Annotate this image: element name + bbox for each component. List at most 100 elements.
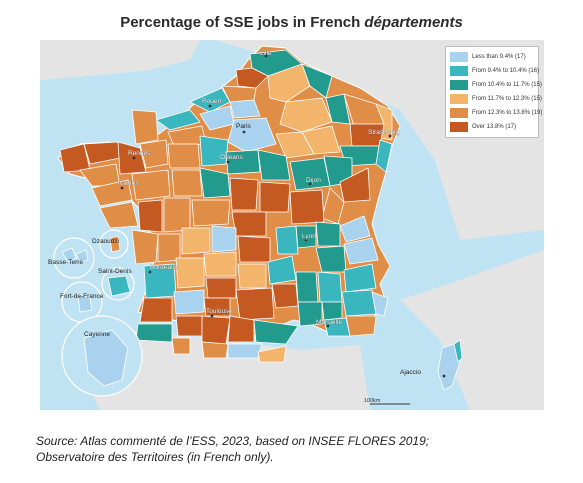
- dept-marne: [279, 97, 333, 133]
- dept-cantal: [237, 263, 267, 289]
- source-line-1: Source: Atlas commenté de l’ESS, 2023, b…: [36, 434, 430, 448]
- dept-landes: [139, 297, 173, 323]
- city-labels: Lille Rouen Paris Strasbourg Rennes Orlé…: [48, 50, 446, 378]
- neighbour-land-spain: [80, 330, 370, 410]
- corsica-north: [453, 339, 463, 363]
- dept-maine-loire: [131, 169, 171, 201]
- dept-lozere: [271, 283, 299, 309]
- label-cayenne: Cayenne: [84, 331, 110, 338]
- dept-correze: [203, 251, 237, 277]
- dept-indre: [191, 199, 231, 227]
- legend-label: From 11.7% to 12.3% (15): [472, 96, 542, 102]
- dept-haute-vienne: [181, 227, 211, 255]
- legend-item: From 9.4% to 10.4% (16): [450, 64, 539, 78]
- dept-savoie: [343, 237, 379, 265]
- dept-deux-sevres: [137, 199, 163, 233]
- neighbour-land-italy: [400, 250, 544, 410]
- title-text: Percentage of SSE jobs in French: [120, 14, 365, 31]
- dept-tarn: [227, 315, 255, 343]
- city-ajaccio: Ajaccio: [400, 369, 421, 376]
- mayotte: [109, 235, 121, 253]
- dept-eure-loir: [199, 135, 229, 167]
- dept-ardeche: [295, 271, 319, 303]
- legend-swatch: [450, 94, 468, 104]
- neighbour-land-uk: [40, 40, 200, 80]
- dept-vaucluse: [321, 301, 343, 321]
- legend-label: From 10.4% to 11.7% (15): [472, 82, 542, 88]
- dept-manche: [131, 109, 159, 145]
- dept-yonne: [257, 149, 291, 181]
- dept-ariege: [201, 341, 229, 359]
- city-bordeaux: Bordeaux: [150, 264, 179, 271]
- dept-aveyron: [235, 287, 275, 321]
- city-rennes: Rennes: [128, 150, 151, 157]
- dept-doubs: [339, 167, 371, 203]
- map-title: Percentage of SSE jobs in French départe…: [0, 14, 583, 31]
- dept-saone-loire: [289, 189, 325, 225]
- dept-dordogne: [175, 257, 205, 289]
- reunion: [107, 275, 131, 297]
- legend-swatch: [450, 108, 468, 118]
- dept-loiret: [225, 149, 261, 175]
- dept-indre-loire: [171, 169, 203, 197]
- legend-label: Over 13.8% (17): [472, 124, 517, 130]
- dept-haute-loire: [267, 255, 297, 285]
- dept-pyrenees-or: [257, 345, 287, 363]
- city-paris: Paris: [236, 123, 252, 130]
- city-rouen: Rouen: [202, 98, 222, 105]
- legend-label: From 9.4% to 10.4% (16): [472, 68, 540, 74]
- label-dzaoudzi: Dzaoudzi: [92, 238, 119, 245]
- dept-creuse: [211, 225, 237, 253]
- dept-haut-rhin: [375, 139, 393, 173]
- dept-loire-atlantique: [91, 179, 133, 207]
- legend-item: From 11.7% to 12.3% (15): [450, 92, 542, 106]
- dept-herault: [253, 319, 299, 345]
- dept-oise: [229, 99, 261, 119]
- dept-rhone: [295, 225, 317, 249]
- legend-item: From 12.3% to 13.8% (19): [450, 106, 542, 120]
- city-orleans: Orléans: [220, 154, 244, 161]
- dept-mayenne: [139, 139, 169, 169]
- dept-haute-marne: [301, 125, 341, 155]
- dept-sarthe: [167, 143, 201, 169]
- city-strasbourg: Strasbourg: [368, 129, 400, 136]
- label-basse-terre: Basse-Terre: [48, 259, 83, 266]
- dept-loir-cher: [199, 167, 231, 199]
- dept-gard: [297, 301, 323, 327]
- legend-label: Less than 9.4% (17): [472, 54, 526, 60]
- dept-paris-region: [227, 117, 277, 153]
- dept-lot: [205, 277, 237, 299]
- dept-aude: [227, 343, 263, 359]
- dept-haute-savoie: [339, 215, 371, 243]
- dept-drome: [317, 271, 343, 303]
- legend-swatch: [450, 52, 468, 62]
- title-emphasis: départements: [364, 14, 463, 31]
- legend-item: Less than 9.4% (17): [450, 50, 534, 64]
- legend-item: Over 13.8% (17): [450, 120, 534, 134]
- scale-bar: 100km: [364, 398, 410, 405]
- guadeloupe: [61, 247, 89, 263]
- dept-var: [345, 315, 377, 337]
- city-marseille: Marseille: [316, 319, 342, 326]
- dept-ille-vilaine: [117, 141, 147, 175]
- dept-aisne: [267, 63, 311, 103]
- dept-pas-de-calais: [235, 67, 269, 89]
- legend-swatch: [450, 80, 468, 90]
- label-fort-de-france: Fort-de-France: [60, 293, 104, 300]
- dept-hautes-pyrenees: [171, 337, 191, 355]
- dept-calvados: [155, 109, 201, 131]
- dept-bas-rhin: [375, 103, 393, 141]
- guyane: [83, 329, 129, 387]
- dept-loire: [275, 225, 299, 255]
- martinique: [77, 293, 93, 313]
- dept-pyrenees-atl: [135, 323, 173, 343]
- dept-hautes-alpes: [343, 263, 377, 293]
- dept-charente-maritime: [131, 229, 159, 265]
- dept-gers: [175, 315, 203, 337]
- source-line-2: Observatoire des Territoires (in French …: [36, 450, 274, 464]
- city-dijon: Dijon: [306, 177, 321, 184]
- dept-allier: [231, 211, 267, 237]
- label-saint-denis: Saint-Denis: [98, 268, 132, 275]
- city-lyon: Lyon: [302, 233, 316, 240]
- dept-vendee: [99, 201, 139, 229]
